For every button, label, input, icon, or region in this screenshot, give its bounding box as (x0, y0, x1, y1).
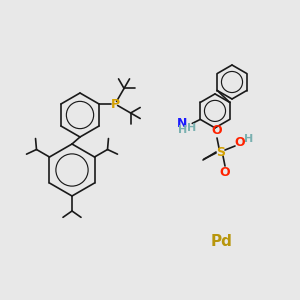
Text: H: H (187, 123, 196, 134)
Text: H: H (244, 134, 253, 144)
Text: S: S (217, 146, 226, 158)
Text: N: N (177, 117, 188, 130)
Text: Pd: Pd (211, 235, 233, 250)
Text: O: O (212, 124, 222, 137)
Text: O: O (235, 136, 245, 148)
Text: H: H (178, 125, 187, 135)
Text: P: P (110, 98, 120, 110)
Text: O: O (220, 167, 230, 179)
